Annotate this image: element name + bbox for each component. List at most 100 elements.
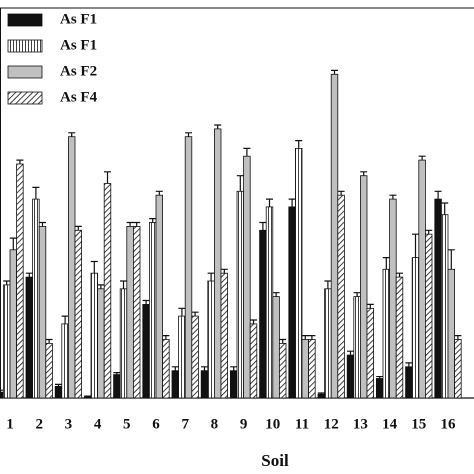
bar bbox=[113, 374, 121, 399]
bar bbox=[74, 229, 82, 399]
error-bar bbox=[214, 124, 222, 129]
error-bar bbox=[155, 190, 163, 196]
error-bar bbox=[272, 292, 280, 297]
bar bbox=[229, 370, 238, 399]
x-tick-label: 2 bbox=[35, 416, 43, 432]
error-bar bbox=[266, 198, 273, 207]
error-bar bbox=[61, 315, 69, 324]
bar bbox=[45, 342, 53, 399]
bar bbox=[90, 272, 98, 399]
legend-swatch bbox=[7, 91, 43, 105]
bar bbox=[148, 222, 157, 399]
x-tick-label: 8 bbox=[211, 416, 219, 432]
bar bbox=[54, 385, 63, 399]
error-bar bbox=[317, 392, 325, 395]
bar bbox=[447, 268, 455, 399]
error-bar bbox=[185, 132, 192, 137]
bar bbox=[359, 175, 368, 399]
bar bbox=[278, 342, 287, 399]
x-tick-label: 4 bbox=[94, 416, 102, 432]
bar bbox=[9, 249, 17, 399]
error-bar bbox=[16, 159, 24, 164]
bar bbox=[220, 272, 228, 399]
x-tick-label: 14 bbox=[382, 416, 398, 432]
bar bbox=[259, 229, 267, 399]
bar bbox=[25, 276, 33, 399]
error-bar bbox=[366, 303, 374, 309]
error-bar bbox=[142, 299, 150, 305]
error-bar bbox=[279, 338, 287, 344]
bar bbox=[119, 288, 128, 399]
bar bbox=[236, 190, 244, 399]
bar bbox=[418, 159, 426, 399]
bar bbox=[405, 366, 413, 399]
bar bbox=[178, 315, 186, 399]
bar bbox=[395, 276, 404, 399]
bar bbox=[389, 198, 397, 399]
error-bar bbox=[347, 350, 354, 356]
error-bar bbox=[32, 186, 40, 200]
bar bbox=[84, 396, 92, 399]
error-bar bbox=[9, 237, 17, 250]
x-tick-label: 5 bbox=[123, 416, 131, 432]
error-bar bbox=[74, 225, 82, 231]
error-bar bbox=[412, 233, 419, 258]
bar bbox=[61, 323, 69, 399]
legend-label: As F1 bbox=[60, 11, 97, 27]
legend-label: As F4 bbox=[60, 89, 98, 105]
x-tick-label: 15 bbox=[411, 416, 426, 432]
error-bar bbox=[236, 175, 244, 192]
bar bbox=[330, 73, 339, 399]
x-tick-label: 16 bbox=[441, 416, 457, 432]
legend-swatch bbox=[7, 39, 43, 53]
error-bar bbox=[126, 221, 134, 227]
error-bar bbox=[441, 202, 449, 215]
bar bbox=[142, 303, 150, 399]
error-bar bbox=[171, 366, 179, 371]
bar bbox=[454, 339, 462, 399]
error-bar bbox=[337, 190, 345, 196]
bar bbox=[337, 194, 345, 399]
legend-swatch bbox=[7, 13, 43, 27]
bar bbox=[265, 206, 274, 399]
x-tick-label: 11 bbox=[295, 416, 309, 432]
x-tick-label: 7 bbox=[181, 416, 189, 432]
legend-swatch bbox=[7, 65, 43, 79]
bar bbox=[294, 147, 303, 399]
x-tick-label: 13 bbox=[353, 416, 368, 432]
error-bar bbox=[84, 395, 92, 397]
legend-label: As F1 bbox=[60, 37, 97, 53]
bar bbox=[308, 339, 316, 399]
error-bar bbox=[191, 311, 199, 317]
x-tick-label: 6 bbox=[152, 416, 160, 432]
x-axis-label: Soil bbox=[261, 451, 289, 470]
error-bar bbox=[295, 140, 303, 149]
error-bar bbox=[104, 171, 111, 184]
error-bar bbox=[376, 375, 384, 379]
bar bbox=[191, 315, 199, 399]
error-bar bbox=[308, 335, 316, 340]
x-tick-label: 1 bbox=[6, 416, 14, 432]
bar bbox=[243, 155, 251, 399]
error-bar bbox=[250, 319, 257, 324]
bar bbox=[324, 288, 332, 399]
error-bar bbox=[120, 280, 127, 289]
error-bar bbox=[288, 198, 296, 207]
bar bbox=[288, 206, 296, 399]
bar bbox=[3, 284, 11, 399]
bar bbox=[382, 268, 390, 399]
error-bar bbox=[90, 260, 98, 274]
bar bbox=[184, 136, 193, 399]
bar bbox=[440, 214, 449, 399]
error-bar bbox=[259, 221, 267, 231]
bar bbox=[126, 225, 134, 399]
error-bar bbox=[178, 307, 186, 317]
bar bbox=[0, 391, 4, 399]
bar bbox=[375, 378, 384, 399]
error-bar bbox=[454, 335, 462, 340]
x-tick-label: 10 bbox=[265, 416, 280, 432]
bar bbox=[301, 339, 309, 399]
error-bar bbox=[68, 132, 76, 137]
error-bar bbox=[201, 366, 208, 371]
error-bar bbox=[25, 272, 33, 278]
